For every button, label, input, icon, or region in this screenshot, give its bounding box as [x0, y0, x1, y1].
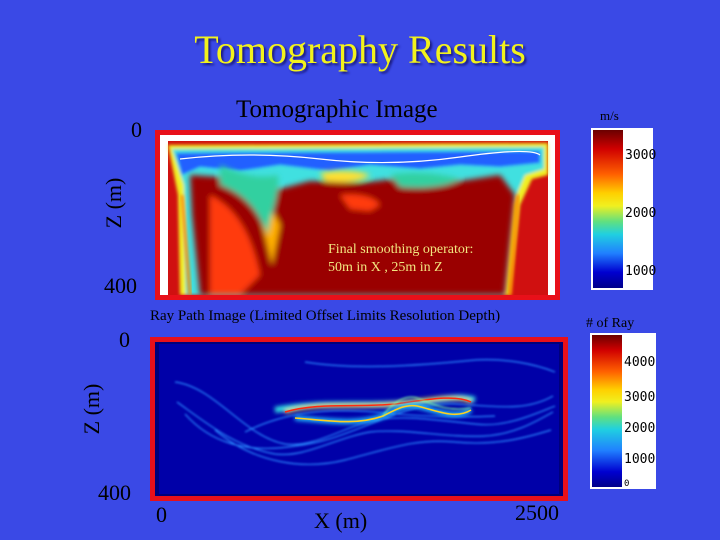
x-axis-label: X (m) [314, 508, 368, 533]
velocity-tick-1000: 1000 [625, 264, 657, 279]
ray-tick-3000: 3000 [624, 390, 656, 405]
slide-title: Tomography Results [194, 27, 526, 72]
smoothing-note-line1: Final smoothing operator: [328, 242, 474, 257]
tomographic-image-title: Tomographic Image [236, 96, 438, 123]
bottom-z-zero-tick: 0 [119, 327, 130, 352]
bottom-z-400-tick: 400 [98, 480, 131, 505]
ray-path-image-frame [150, 337, 568, 501]
ray-count-colorbar-gradient [592, 335, 622, 487]
ray-tick-2000: 2000 [624, 421, 656, 436]
ray-tick-4000: 4000 [624, 355, 656, 370]
x-axis-2500-tick: 2500 [515, 500, 559, 525]
ray-path-density-image [155, 342, 563, 496]
x-axis-zero-tick: 0 [156, 502, 167, 527]
velocity-colorbar-gradient [593, 130, 623, 288]
ray-tick-0: 0 [624, 479, 630, 489]
top-z-zero-tick: 0 [131, 117, 142, 142]
velocity-unit-label: m/s [600, 108, 619, 123]
tomographic-image-frame [155, 130, 560, 300]
ray-count-unit-label: # of Ray [586, 316, 635, 331]
tomographic-velocity-image [160, 135, 555, 295]
ray-count-colorbar: 4000 3000 2000 1000 0 [590, 333, 656, 489]
smoothing-note: Final smoothing operator: 50m in X , 25m… [328, 241, 473, 277]
smoothing-note-line2: 50m in X , 25m in Z [328, 260, 443, 275]
velocity-tick-2000: 2000 [625, 206, 657, 221]
ray-path-image-title: Ray Path Image (Limited Offset Limits Re… [150, 308, 501, 324]
velocity-colorbar: 3000 2000 1000 [591, 128, 657, 290]
top-z-axis-label: Z (m) [101, 177, 126, 229]
top-z-400-tick: 400 [104, 273, 137, 298]
ray-tick-1000: 1000 [624, 452, 656, 467]
bottom-z-axis-label: Z (m) [79, 383, 104, 435]
velocity-tick-3000: 3000 [625, 148, 657, 163]
